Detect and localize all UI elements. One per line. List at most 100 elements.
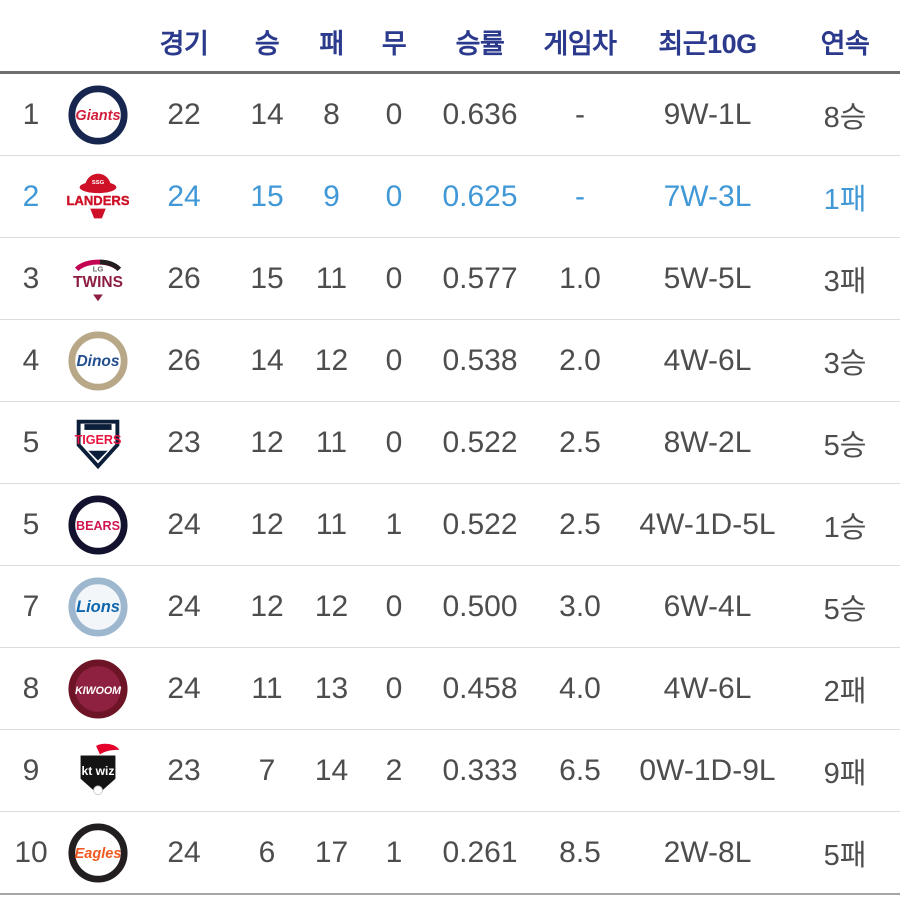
rank-value: 8 xyxy=(22,671,40,705)
table-row[interactable]: 4 Dinos 26 14 12 0 0.538 2.0 4W-6L 3승 xyxy=(0,320,900,402)
recent-10g-value: 7W-3L xyxy=(663,179,752,213)
win-pct-value: 0.261 xyxy=(442,835,518,869)
streak-value: 5승 xyxy=(823,593,867,626)
draws-value: 2 xyxy=(385,753,403,787)
losses-value: 17 xyxy=(314,835,349,869)
team-logo-icon[interactable]: kt wiz xyxy=(62,730,134,811)
team-logo-icon[interactable]: SSG LANDERS xyxy=(62,156,134,237)
table-row[interactable]: 10 Eagles 24 6 17 1 0.261 8.5 2W-8L 5패 xyxy=(0,812,900,895)
losses-value: 12 xyxy=(314,343,349,377)
column-header-pct: 승률 xyxy=(455,29,505,59)
draws-value: 0 xyxy=(385,97,403,131)
rank-value: 1 xyxy=(22,97,40,131)
table-row[interactable]: 9 kt wiz 23 7 14 2 0.333 6.5 0W-1D-9L 9패 xyxy=(0,730,900,812)
table-row[interactable]: 5 BEARS 24 12 11 1 0.522 2.5 4W-1D-5L 1승 xyxy=(0,484,900,566)
games-value: 23 xyxy=(167,425,201,459)
table-row[interactable]: 8 KIWOOM 24 11 13 0 0.458 4.0 4W-6L 2패 xyxy=(0,648,900,730)
win-pct-value: 0.538 xyxy=(442,343,518,377)
losses-value: 11 xyxy=(315,507,348,541)
rank-value: 7 xyxy=(22,589,40,623)
losses-value: 11 xyxy=(315,261,348,295)
team-logo-icon[interactable]: BEARS xyxy=(62,484,134,565)
draws-value: 0 xyxy=(385,425,403,459)
column-header-losses: 패 xyxy=(319,29,344,59)
win-pct-value: 0.577 xyxy=(442,261,518,295)
svg-text:LG: LG xyxy=(93,264,104,273)
svg-text:Giants: Giants xyxy=(75,107,120,123)
svg-text:KIWOOM: KIWOOM xyxy=(75,684,122,696)
wins-value: 14 xyxy=(250,97,284,131)
rank-value: 4 xyxy=(22,343,40,377)
svg-text:SSG: SSG xyxy=(92,179,105,185)
team-logo-icon[interactable]: Lions xyxy=(62,566,134,647)
streak-value: 5패 xyxy=(823,839,867,872)
streak-value: 3패 xyxy=(823,265,867,298)
games-value: 26 xyxy=(167,261,201,295)
games-value: 22 xyxy=(167,97,201,131)
column-header-games: 경기 xyxy=(159,29,209,59)
games-behind-value: - xyxy=(575,97,585,131)
team-logo-icon[interactable]: Giants xyxy=(62,74,134,155)
games-behind-value: 6.5 xyxy=(559,753,601,787)
team-logo-icon[interactable]: Dinos xyxy=(62,320,134,401)
games-value: 24 xyxy=(167,589,201,623)
games-value: 24 xyxy=(167,179,201,213)
wins-value: 6 xyxy=(258,835,276,869)
win-pct-value: 0.636 xyxy=(442,97,518,131)
streak-value: 8승 xyxy=(823,101,867,134)
table-row[interactable]: 7 Lions 24 12 12 0 0.500 3.0 6W-4L 5승 xyxy=(0,566,900,648)
draws-value: 0 xyxy=(385,589,403,623)
header-logo-spacer xyxy=(62,30,134,42)
table-row[interactable]: 5 TIGERS 23 12 11 0 0.522 2.5 8W-2L 5승 xyxy=(0,402,900,484)
rank-value: 2 xyxy=(22,179,40,213)
rank-value: 5 xyxy=(22,507,40,541)
wins-value: 15 xyxy=(250,179,284,213)
games-value: 24 xyxy=(167,507,201,541)
team-logo-icon[interactable]: Eagles xyxy=(62,812,134,893)
games-behind-value: 2.5 xyxy=(559,425,601,459)
svg-text:Eagles: Eagles xyxy=(75,845,122,861)
win-pct-value: 0.333 xyxy=(442,753,518,787)
draws-value: 0 xyxy=(385,343,403,377)
recent-10g-value: 5W-5L xyxy=(663,261,752,295)
draws-value: 0 xyxy=(385,261,403,295)
wins-value: 12 xyxy=(250,507,284,541)
wins-value: 7 xyxy=(258,753,276,787)
streak-value: 5승 xyxy=(823,429,867,462)
column-header-streak: 연속 xyxy=(820,29,870,59)
draws-value: 0 xyxy=(385,179,403,213)
games-value: 26 xyxy=(167,343,201,377)
rank-value: 3 xyxy=(22,261,40,295)
win-pct-value: 0.500 xyxy=(442,589,518,623)
svg-text:Lions: Lions xyxy=(76,597,120,615)
losses-value: 14 xyxy=(314,753,349,787)
wins-value: 15 xyxy=(250,261,284,295)
draws-value: 0 xyxy=(385,671,403,705)
recent-10g-value: 9W-1L xyxy=(663,97,752,131)
recent-10g-value: 4W-1D-5L xyxy=(639,507,776,541)
streak-value: 3승 xyxy=(823,347,867,380)
table-header: 경기 승 패 무 승률 게임차 최근10G 연속 xyxy=(0,0,900,74)
svg-text:TIGERS: TIGERS xyxy=(75,432,122,446)
table-row[interactable]: 2 SSG LANDERS 24 15 9 0 0.625 - 7W-3L 1패 xyxy=(0,156,900,238)
team-logo-icon[interactable]: KIWOOM xyxy=(62,648,134,729)
rank-value: 5 xyxy=(22,425,40,459)
recent-10g-value: 0W-1D-9L xyxy=(639,753,776,787)
games-value: 24 xyxy=(167,835,201,869)
recent-10g-value: 2W-8L xyxy=(663,835,752,869)
draws-value: 1 xyxy=(385,835,403,869)
win-pct-value: 0.458 xyxy=(442,671,518,705)
draws-value: 1 xyxy=(385,507,403,541)
svg-text:kt wiz: kt wiz xyxy=(82,763,115,777)
table-row[interactable]: 3 LG TWINS 26 15 11 0 0.577 1.0 5W-5L 3패 xyxy=(0,238,900,320)
streak-value: 1승 xyxy=(823,511,867,544)
team-logo-icon[interactable]: TIGERS xyxy=(62,402,134,483)
games-behind-value: - xyxy=(575,179,585,213)
win-pct-value: 0.625 xyxy=(442,179,518,213)
table-row[interactable]: 1 Giants 22 14 8 0 0.636 - 9W-1L 8승 xyxy=(0,74,900,156)
svg-text:BEARS: BEARS xyxy=(76,518,120,532)
team-logo-icon[interactable]: LG TWINS xyxy=(62,238,134,319)
wins-value: 11 xyxy=(251,671,283,705)
games-behind-value: 1.0 xyxy=(559,261,601,295)
losses-value: 11 xyxy=(315,425,348,459)
